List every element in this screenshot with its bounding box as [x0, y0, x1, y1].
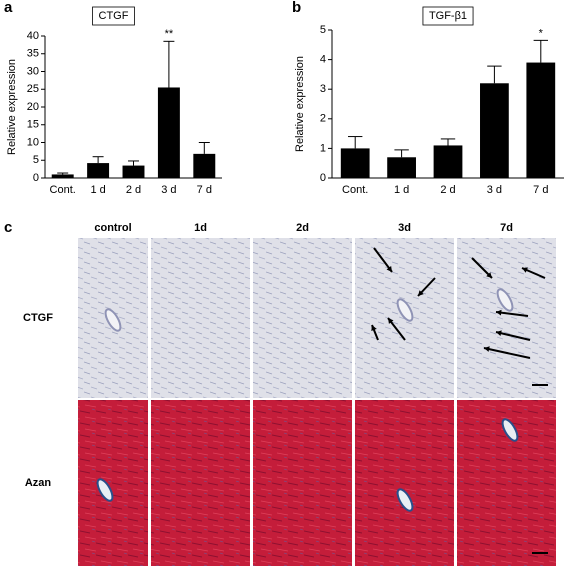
panel-label: b: [292, 0, 301, 16]
title-box: [422, 6, 474, 26]
vessel: [396, 488, 414, 512]
histology-panel: c control 1d 2d 3d 7d CTGF Azan: [4, 219, 556, 566]
y-tick-label: 35: [27, 48, 39, 60]
y-tick-label: 30: [27, 65, 39, 77]
x-tick-label: 3 d: [161, 184, 176, 196]
bar: [87, 163, 110, 178]
arrow-head: [496, 330, 502, 337]
vessel: [104, 308, 122, 332]
y-axis-label: Relative expression: [294, 56, 306, 152]
y-tick-label: 10: [27, 136, 39, 148]
micrograph: [253, 400, 352, 566]
arrow-head: [486, 272, 492, 278]
panel-label: a: [4, 0, 13, 16]
panel-label: c: [4, 219, 12, 236]
column-header: 1d: [194, 222, 207, 234]
y-tick-label: 5: [320, 24, 326, 36]
column-header: 7d: [500, 222, 513, 234]
y-tick-label: 2: [320, 113, 326, 125]
micrograph: [151, 238, 250, 398]
arrow-head: [484, 346, 490, 352]
bar: [526, 62, 556, 179]
bar: [480, 83, 509, 178]
x-tick-label: 1 d: [394, 184, 409, 196]
y-tick-label: 0: [33, 172, 39, 184]
y-tick-label: 0: [320, 172, 326, 184]
x-tick-label: 1 d: [90, 184, 105, 196]
y-tick-label: 4: [320, 54, 326, 66]
arrow-head: [418, 290, 424, 296]
y-tick-label: 20: [27, 101, 39, 113]
arrow-head: [522, 267, 528, 273]
micrograph: [78, 400, 148, 566]
arrow-head: [371, 325, 377, 331]
x-tick-label: 7 d: [197, 184, 212, 196]
y-tick-label: 25: [27, 83, 39, 95]
column-header: control: [94, 222, 131, 234]
arrow: [495, 331, 531, 341]
x-tick-label: 7 d: [533, 184, 548, 196]
vessel: [396, 298, 414, 322]
x-tick-label: 2 d: [126, 184, 141, 196]
column-header: 2d: [296, 222, 309, 234]
arrow: [483, 347, 531, 359]
bar: [387, 157, 416, 178]
vessel: [96, 478, 114, 502]
chart-title: CTGF: [99, 10, 129, 22]
bar: [433, 145, 463, 178]
micrograph: [253, 238, 352, 398]
x-tick-label: Cont.: [342, 184, 368, 196]
y-tick-label: 5: [33, 154, 39, 166]
x-tick-label: Cont.: [50, 184, 76, 196]
bar: [157, 87, 180, 178]
micrograph: [355, 400, 454, 566]
title-box: [92, 6, 135, 26]
significance-mark: *: [539, 27, 544, 39]
y-tick-label: 40: [27, 30, 39, 42]
x-tick-label: 3 d: [487, 184, 502, 196]
column-header: 3d: [398, 222, 411, 234]
bar: [51, 174, 74, 178]
bar: [193, 153, 216, 178]
y-axis-label: Relative expression: [6, 59, 18, 155]
arrow-head: [386, 266, 392, 272]
x-tick-label: 2 d: [440, 184, 455, 196]
arrow-head: [388, 318, 394, 324]
row-label: CTGF: [23, 312, 53, 324]
arrow: [495, 311, 529, 317]
y-tick-label: 1: [320, 142, 326, 154]
micrograph: [457, 238, 556, 398]
bar: [340, 148, 370, 178]
micrograph: [151, 400, 250, 566]
arrow-head: [496, 309, 502, 316]
y-tick-label: 3: [320, 83, 326, 95]
vessel: [496, 288, 514, 312]
significance-mark: **: [165, 28, 174, 40]
row-label: Azan: [25, 477, 52, 489]
chart-title: TGF-β1: [429, 10, 467, 22]
bar: [122, 165, 145, 178]
vessel: [501, 418, 519, 442]
y-tick-label: 15: [27, 119, 39, 131]
